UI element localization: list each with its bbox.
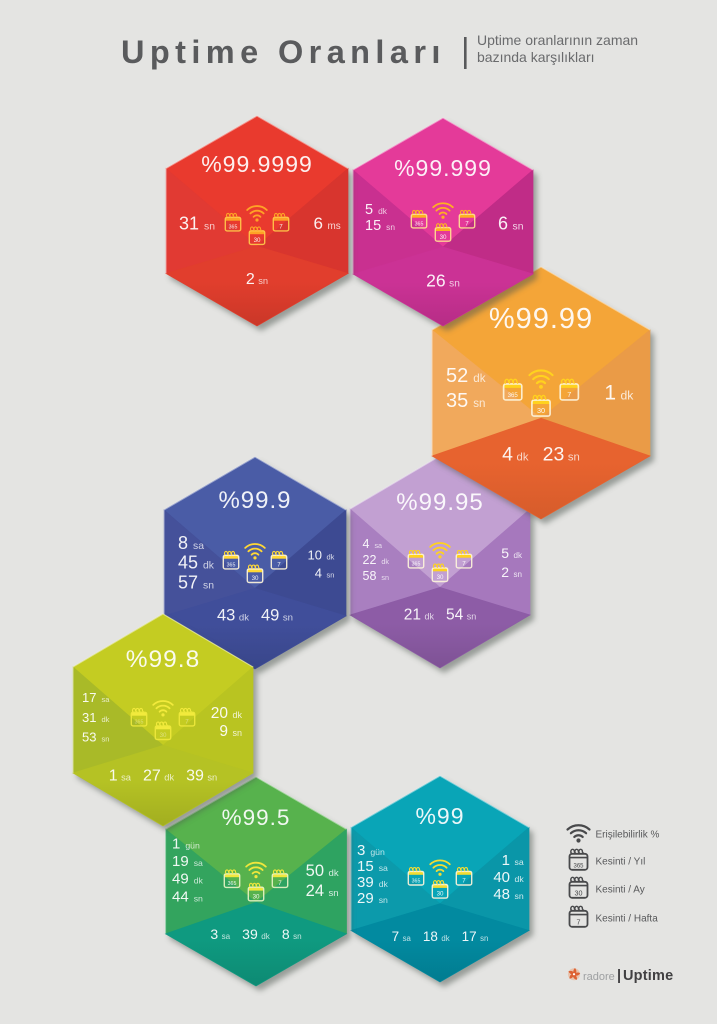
svg-text:sn: sn bbox=[513, 222, 524, 233]
svg-text:40: 40 bbox=[493, 869, 510, 886]
svg-text:Erişilebilirlik %: Erişilebilirlik % bbox=[596, 830, 660, 841]
svg-text:dk: dk bbox=[621, 389, 635, 403]
svg-text:%99.99: %99.99 bbox=[489, 303, 593, 335]
svg-text:dk: dk bbox=[329, 868, 339, 879]
svg-text:48: 48 bbox=[493, 886, 510, 903]
svg-text:10: 10 bbox=[308, 547, 322, 562]
svg-text:2: 2 bbox=[501, 564, 509, 580]
svg-text:sa: sa bbox=[515, 857, 524, 867]
svg-text:5: 5 bbox=[501, 545, 509, 561]
svg-text:%99.999: %99.999 bbox=[394, 155, 492, 181]
svg-text:6: 6 bbox=[314, 214, 323, 233]
svg-text:ms: ms bbox=[328, 221, 341, 232]
svg-text:Uptime oranlarının zaman: Uptime oranlarının zaman bbox=[477, 32, 638, 48]
svg-text:%99.5: %99.5 bbox=[222, 805, 291, 830]
svg-text:6: 6 bbox=[498, 214, 508, 234]
svg-text:%99.9999: %99.9999 bbox=[201, 151, 313, 177]
svg-text:Kesinti / Hafta: Kesinti / Hafta bbox=[596, 914, 659, 925]
svg-text:Uptime Oranları: Uptime Oranları bbox=[121, 34, 446, 70]
svg-text:dk: dk bbox=[515, 874, 525, 884]
svg-text:radore: radore bbox=[583, 971, 615, 983]
svg-text:sn: sn bbox=[233, 728, 243, 738]
svg-text:24: 24 bbox=[306, 882, 324, 900]
svg-text:%99.9: %99.9 bbox=[218, 487, 291, 514]
svg-text:Uptime: Uptime bbox=[623, 968, 673, 984]
svg-text:dk: dk bbox=[233, 710, 243, 720]
svg-text:sn: sn bbox=[329, 888, 339, 899]
svg-text:20: 20 bbox=[211, 705, 229, 722]
svg-text:1: 1 bbox=[604, 382, 616, 405]
svg-text:2sn: 2 sn bbox=[246, 271, 268, 288]
svg-text:%99.8: %99.8 bbox=[126, 646, 200, 673]
svg-text:sn: sn bbox=[327, 571, 335, 580]
svg-text:bazında karşılıkları: bazında karşılıkları bbox=[477, 49, 595, 65]
svg-text:%99.95: %99.95 bbox=[396, 489, 483, 516]
svg-text:dk: dk bbox=[327, 552, 335, 561]
svg-text:Kesinti / Ay: Kesinti / Ay bbox=[596, 885, 645, 896]
svg-text:|: | bbox=[617, 968, 621, 984]
svg-text:dk: dk bbox=[514, 551, 524, 560]
svg-text:sn: sn bbox=[515, 891, 524, 901]
svg-text:1: 1 bbox=[502, 852, 510, 869]
svg-text:9: 9 bbox=[219, 723, 228, 740]
svg-text:Kesinti / Yıl: Kesinti / Yıl bbox=[596, 857, 646, 868]
svg-text:4: 4 bbox=[315, 566, 322, 581]
svg-text:%99: %99 bbox=[415, 803, 464, 829]
svg-text:sn: sn bbox=[514, 570, 523, 579]
svg-text:50: 50 bbox=[306, 862, 324, 880]
